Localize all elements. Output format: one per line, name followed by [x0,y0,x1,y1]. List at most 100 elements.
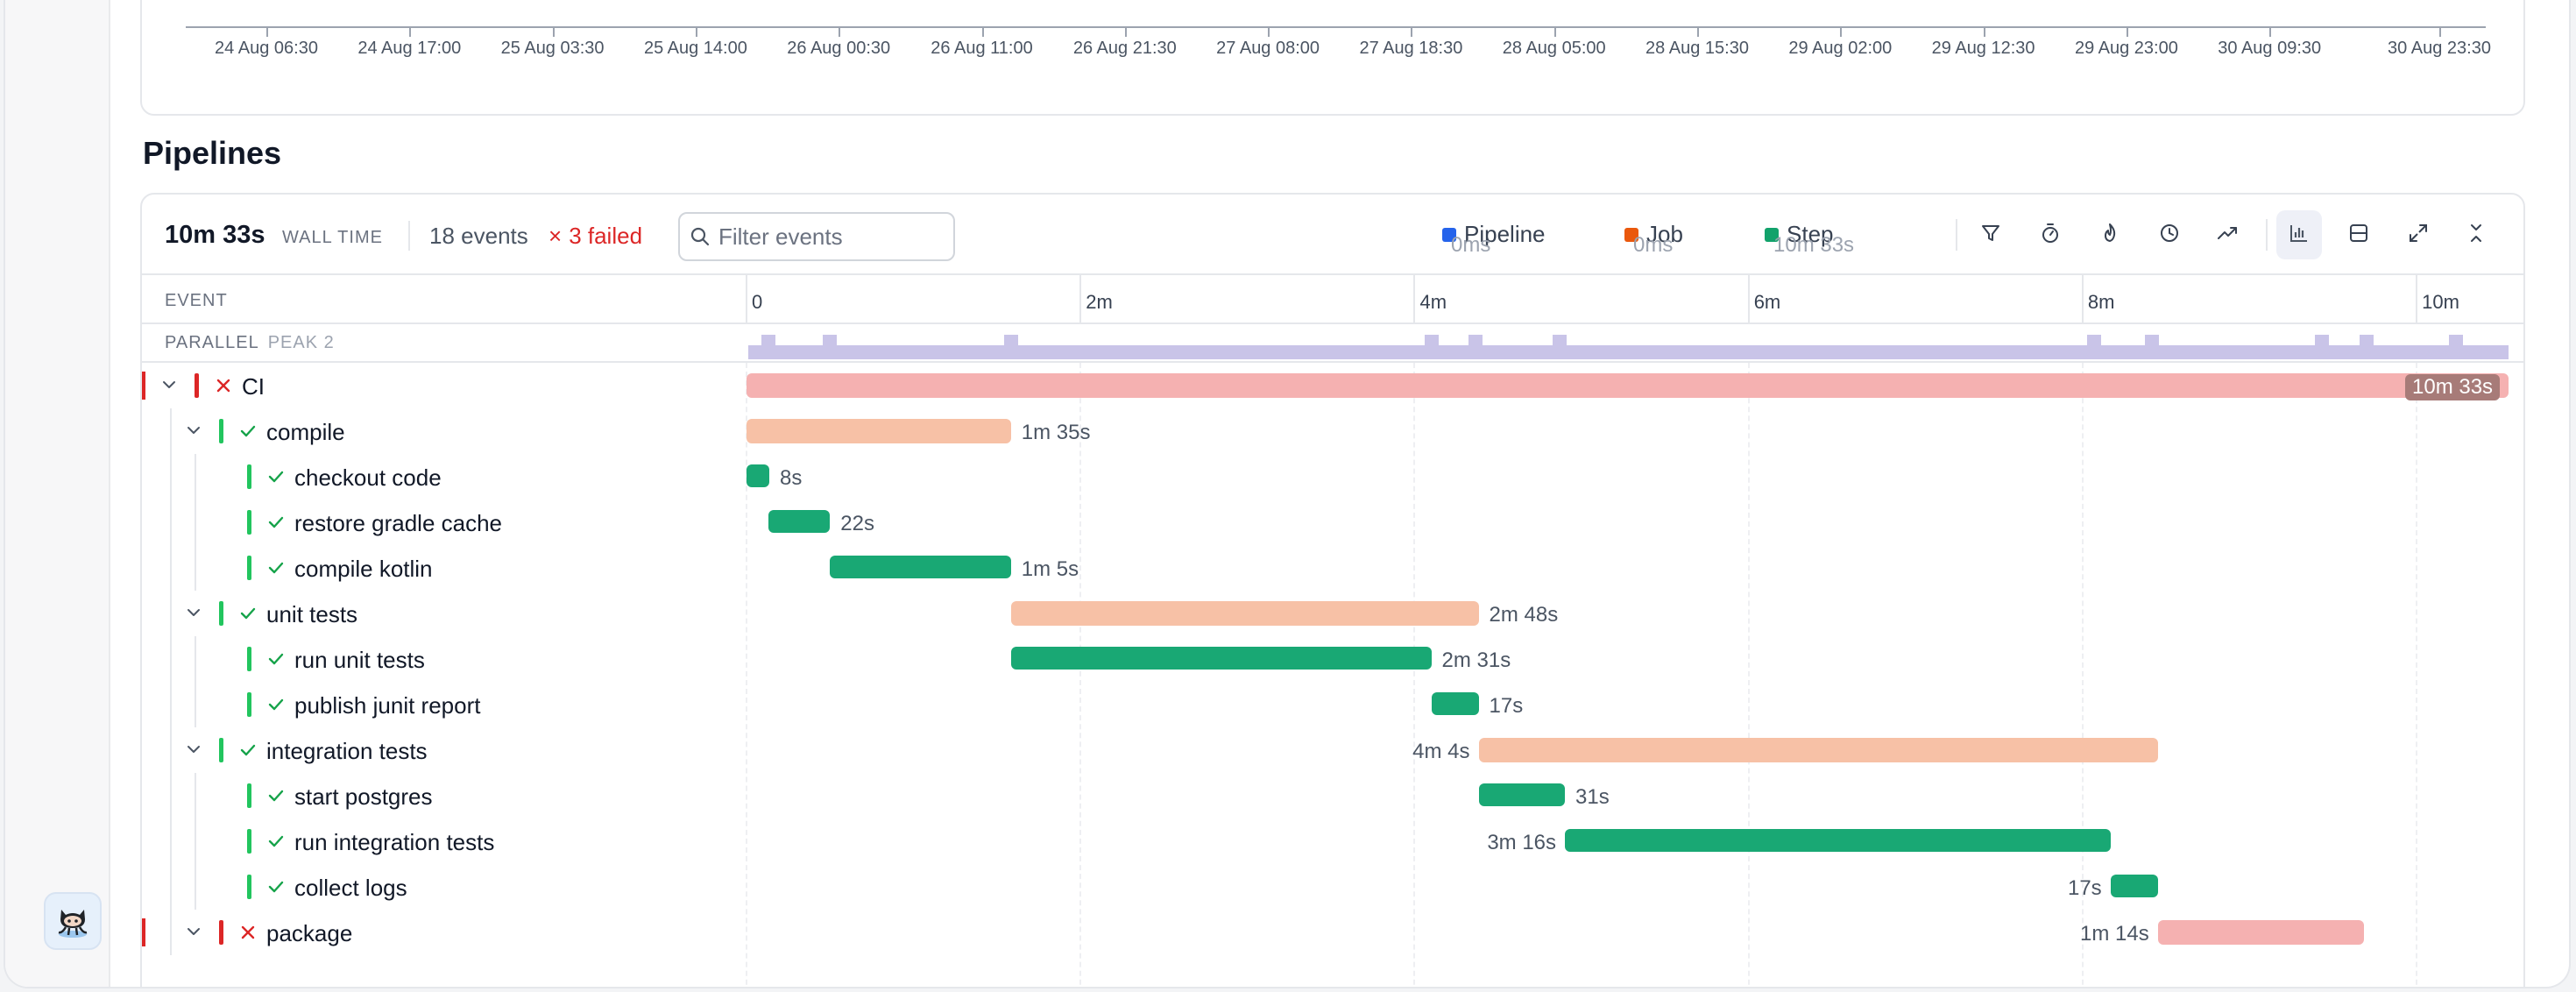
check-icon [265,465,287,488]
bar-chart-button[interactable] [2276,210,2322,259]
divider [1956,219,1957,251]
job-row[interactable]: compile 1m 35s [142,408,2523,454]
parallel-peak-marker [2448,335,2463,347]
overview-axis-tick [695,28,697,37]
step-row[interactable]: publish junit report 17s [142,682,2523,727]
job-duration-bar[interactable] [2157,920,2364,945]
pipeline-duration-bar[interactable] [747,373,2509,398]
parallel-title: PARALLEL [165,333,259,352]
step-duration-bar[interactable] [1431,692,1479,715]
axis-tick-line [2081,275,2084,324]
legend-label: Pipeline [1464,221,1546,247]
axis-tick-label: 10m [2422,291,2459,313]
trending-up-icon [2216,222,2239,249]
tree-guide [195,545,196,591]
overview-axis-label: 28 Aug 05:00 [1502,39,1606,58]
failed-count[interactable]: × 3 failed [548,223,642,250]
stopwatch-button[interactable] [2028,210,2073,259]
duration-label: 2m 48s [1489,603,1559,627]
axis-tick-line [1747,275,1750,324]
chevron-down-icon[interactable] [184,922,203,941]
axis-tick-line [2416,275,2418,324]
legend-swatch [1442,227,1456,242]
left-rail [5,0,110,987]
axis-tick-label: 2m [1086,291,1113,313]
chevron-down-icon[interactable] [184,740,203,759]
grid-line [746,363,747,987]
job-duration-bar[interactable] [1478,738,2158,762]
job-duration-bar[interactable] [747,419,1011,443]
step-row[interactable]: checkout code 8s [142,454,2523,500]
overview-axis-label: 25 Aug 03:30 [500,39,605,58]
step-duration-bar[interactable] [1478,783,1566,806]
step-duration-bar[interactable] [830,556,1011,578]
failed-icon [237,921,259,944]
overview-axis-label: 27 Aug 18:30 [1359,39,1463,58]
step-row[interactable]: restore gradle cache 22s [142,500,2523,545]
wall-time-caption: WALL TIME [282,228,383,247]
status-indicator [247,556,251,580]
job-row[interactable]: package 1m 14s [142,910,2523,955]
grid-line [1079,363,1082,987]
event-name: package [266,920,353,946]
grid-line [1413,363,1416,987]
chevron-down-icon[interactable] [184,603,203,622]
event-name: run unit tests [294,647,425,673]
overview-axis-label: 29 Aug 02:00 [1788,39,1893,58]
filter-events-input[interactable] [718,223,938,251]
pipelines-panel: 10m 33s WALL TIME 18 events ×3 failed Pi… [140,193,2525,987]
event-name: compile kotlin [294,556,433,582]
overview-axis-label: 28 Aug 15:30 [1645,39,1749,58]
step-row[interactable]: run integration tests 3m 16s [142,818,2523,864]
chevron-down-icon[interactable] [159,375,179,394]
overview-axis-tick [409,28,412,37]
filter-button[interactable] [1968,210,2013,259]
split-view-button[interactable] [2336,210,2381,259]
overview-axis-label: 29 Aug 12:30 [1931,39,2035,58]
duration-label: 8s [780,466,803,490]
check-icon [265,693,287,716]
step-duration-bar[interactable] [2110,875,2158,897]
expand-button[interactable] [2396,210,2441,259]
job-row[interactable]: integration tests 4m 4s [142,727,2523,773]
duration-label: 1m 5s [1021,557,1079,581]
clock-button[interactable] [2147,210,2192,259]
pipeline-row[interactable]: CI 10m 33s [142,363,2523,408]
step-duration-bar[interactable] [1010,647,1432,670]
parallel-peak-marker [2145,335,2160,347]
wall-time-value: 10m 33s [165,221,265,249]
tree-guide [170,454,172,500]
overview-axis-label: 25 Aug 14:00 [643,39,747,58]
parallel-peak-marker [2315,335,2330,347]
filter-events-input-wrapper[interactable] [678,212,955,261]
trending-up-button[interactable] [2204,210,2250,259]
step-row[interactable]: start postgres 31s [142,773,2523,818]
stopwatch-icon [2039,222,2062,249]
axis-tick-line [1413,275,1416,324]
step-duration-bar[interactable] [768,510,831,533]
app-window: 24 Aug 06:30 24 Aug 17:00 25 Aug 03:30 25 A… [4,0,2571,988]
overview-axis-label: 24 Aug 17:00 [357,39,462,58]
flame-button[interactable] [2087,210,2133,259]
legend-step[interactable]: Step 10m 33s [1765,221,1854,257]
status-indicator [247,829,251,854]
chevron-down-icon[interactable] [184,421,203,440]
pipelines-toolbar: 10m 33s WALL TIME 18 events ×3 failed Pi… [142,195,2523,275]
step-row[interactable]: compile kotlin 1m 5s [142,545,2523,591]
step-duration-bar[interactable] [747,464,769,487]
tree-guide [170,545,172,591]
legend-job[interactable]: Job 0ms [1624,221,1683,257]
collapse-button[interactable] [2453,210,2499,259]
status-indicator [219,738,223,762]
step-row[interactable]: run unit tests 2m 31s [142,636,2523,682]
job-duration-bar[interactable] [1010,601,1479,626]
github-octocat-icon[interactable] [44,892,102,950]
step-row[interactable]: collect logs 17s [142,864,2523,910]
job-row[interactable]: unit tests 2m 48s [142,591,2523,636]
close-icon: × [548,223,563,249]
legend-pipeline[interactable]: Pipeline 0ms [1442,221,1546,257]
step-duration-bar[interactable] [1565,829,2111,852]
overview-axis-tick [552,28,555,37]
tree-guide [170,818,172,864]
overview-axis-tick [1840,28,1843,37]
